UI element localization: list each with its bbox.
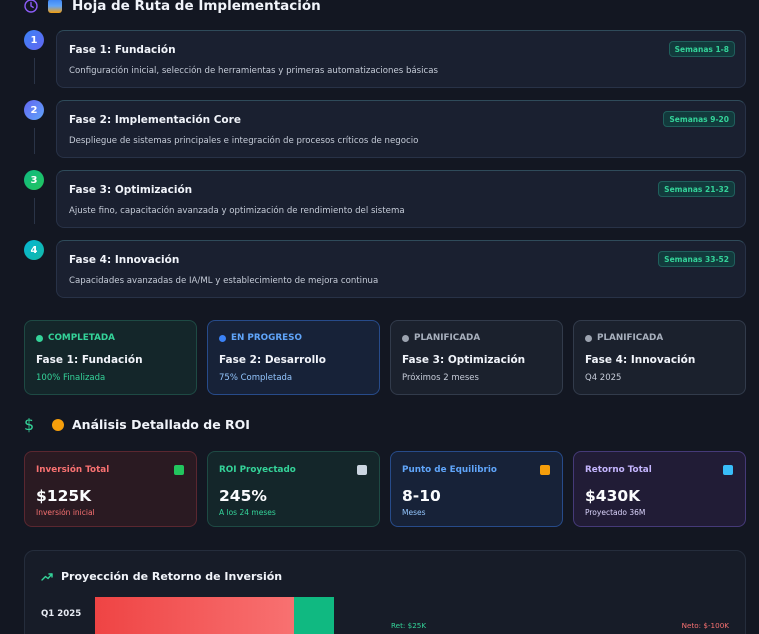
chart-increasing-icon <box>357 465 367 475</box>
metric-subtitle: Inversión inicial <box>36 508 95 517</box>
roi-title: Análisis Detallado de ROI <box>72 417 250 432</box>
status-dot <box>585 334 592 342</box>
phase-number-4: 4 <box>24 240 44 260</box>
status-label: EN PROGRESO <box>231 333 302 343</box>
timeline-connector <box>34 58 35 84</box>
status-dot <box>36 334 43 342</box>
status-card-4[interactable]: PLANIFICADA Fase 4: Innovación Q4 2025 <box>573 320 746 395</box>
metric-label: ROI Proyectado <box>219 465 296 475</box>
roi-header: $ Análisis Detallado de ROI <box>24 415 250 434</box>
metric-label: Retorno Total <box>585 465 652 475</box>
status-title: Fase 3: Optimización <box>402 354 526 366</box>
roadmap-title: Hoja de Ruta de Implementación <box>72 0 321 14</box>
phase-weeks-badge: Semanas 9-20 <box>663 111 735 127</box>
status-label: COMPLETADA <box>48 333 115 343</box>
phase-title: Fase 1: Fundación <box>69 44 176 56</box>
status-label: PLANIFICADA <box>597 333 664 343</box>
metric-label: Punto de Equilibrio <box>402 465 497 475</box>
status-card-1[interactable]: COMPLETADA Fase 1: Fundación 100% Finali… <box>24 320 197 395</box>
phase-description: Ajuste fino, capacitación avanzada y opt… <box>69 206 405 216</box>
projection-card: Proyección de Retorno de Inversión Q1 20… <box>24 550 746 634</box>
projection-title: Proyección de Retorno de Inversión <box>61 570 283 583</box>
metric-subtitle: Proyectado 36M <box>585 508 646 517</box>
metric-subtitle: Meses <box>402 508 426 517</box>
phase-number-2: 2 <box>24 100 44 120</box>
phase-card-2[interactable]: Fase 2: Implementación Core Despliegue d… <box>56 100 746 158</box>
phase-number-1: 1 <box>24 30 44 50</box>
status-dot <box>402 334 409 342</box>
clock-icon <box>24 0 38 13</box>
status-label: PLANIFICADA <box>414 333 481 343</box>
phase-title: Fase 3: Optimización <box>69 184 193 196</box>
phase-weeks-badge: Semanas 33-52 <box>658 251 735 267</box>
balance-scale-icon <box>540 465 550 475</box>
status-subtitle: Q4 2025 <box>585 373 622 383</box>
projection-quarter-label: Q1 2025 <box>41 609 82 619</box>
phase-card-3[interactable]: Fase 3: Optimización Ajuste fino, capaci… <box>56 170 746 228</box>
metric-value: 245% <box>219 487 267 505</box>
projection-investment-bar <box>95 597 294 634</box>
status-title: Fase 4: Innovación <box>585 354 696 366</box>
metric-value: 8-10 <box>402 487 441 505</box>
phase-description: Despliegue de sistemas principales e int… <box>69 136 419 146</box>
status-dot <box>219 334 226 342</box>
status-subtitle: 100% Finalizada <box>36 373 106 383</box>
metric-subtitle: A los 24 meses <box>219 508 276 517</box>
metric-value: $430K <box>585 487 641 505</box>
phase-description: Configuración inicial, selección de herr… <box>69 66 438 76</box>
timeline-connector <box>34 198 35 224</box>
status-title: Fase 2: Desarrollo <box>219 354 326 366</box>
phase-card-4[interactable]: Fase 4: Innovación Capacidades avanzadas… <box>56 240 746 298</box>
projection-net-label: Neto: $-100K <box>681 621 729 630</box>
roadmap-header: Hoja de Ruta de Implementación <box>24 0 321 16</box>
map-icon <box>48 0 62 13</box>
gem-icon <box>723 465 733 475</box>
trending-up-icon <box>41 572 53 581</box>
status-card-3[interactable]: PLANIFICADA Fase 3: Optimización Próximo… <box>390 320 563 395</box>
metric-card-investment[interactable]: Inversión Total $125K Inversión inicial <box>24 451 197 527</box>
metric-card-breakeven[interactable]: Punto de Equilibrio 8-10 Meses <box>390 451 563 527</box>
metric-card-total-return[interactable]: Retorno Total $430K Proyectado 36M <box>573 451 746 527</box>
phase-title: Fase 2: Implementación Core <box>69 114 241 126</box>
status-card-2[interactable]: EN PROGRESO Fase 2: Desarrollo 75% Compl… <box>207 320 380 395</box>
timeline-connector <box>34 128 35 154</box>
projection-return-label: Ret: $25K <box>391 621 427 630</box>
status-subtitle: 75% Completada <box>219 373 293 383</box>
phase-description: Capacidades avanzadas de IA/ML y estable… <box>69 276 379 286</box>
metric-card-roi[interactable]: ROI Proyectado 245% A los 24 meses <box>207 451 380 527</box>
dollar-icon: $ <box>24 415 35 434</box>
metric-label: Inversión Total <box>36 465 110 475</box>
money-bag-icon <box>52 418 64 431</box>
money-wings-icon <box>174 465 184 475</box>
phase-weeks-badge: Semanas 1-8 <box>668 41 735 57</box>
phase-number-3: 3 <box>24 170 44 190</box>
phase-weeks-badge: Semanas 21-32 <box>658 181 735 197</box>
status-title: Fase 1: Fundación <box>36 354 143 366</box>
metric-value: $125K <box>36 487 92 505</box>
phase-card-1[interactable]: Fase 1: Fundación Configuración inicial,… <box>56 30 746 88</box>
phase-title: Fase 4: Innovación <box>69 254 180 266</box>
status-subtitle: Próximos 2 meses <box>402 373 479 383</box>
projection-return-bar <box>294 597 334 634</box>
